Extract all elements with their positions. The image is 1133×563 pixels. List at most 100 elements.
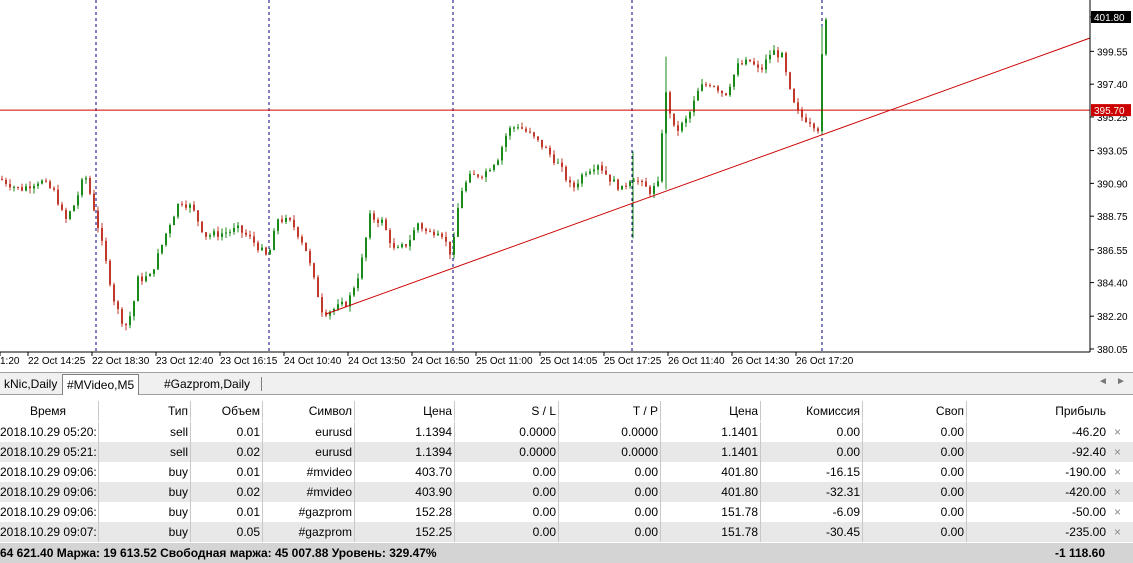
candle-body bbox=[513, 127, 515, 129]
header-price[interactable]: Цена bbox=[423, 404, 452, 418]
candle-body bbox=[621, 185, 623, 190]
column-divider bbox=[760, 502, 761, 522]
cell-profit: -420.00 bbox=[1065, 485, 1106, 499]
header-time[interactable]: Время bbox=[29, 404, 67, 418]
price-axis-label: 382.20 bbox=[1097, 312, 1128, 323]
header-cur-price[interactable]: Цена bbox=[729, 404, 758, 418]
cell-time: 2018.10.29 09:06:10 bbox=[0, 465, 96, 479]
column-divider bbox=[262, 482, 263, 502]
column-divider bbox=[190, 401, 191, 421]
price-axis-label: 395.25 bbox=[1097, 113, 1128, 124]
column-divider bbox=[454, 401, 455, 421]
candle-body bbox=[365, 237, 367, 258]
candle-body bbox=[297, 227, 299, 237]
header-swap[interactable]: Своп bbox=[935, 404, 964, 418]
candle-body bbox=[373, 213, 375, 220]
close-position-icon[interactable]: × bbox=[1114, 505, 1122, 519]
price-axis-label: 380.05 bbox=[1097, 345, 1128, 356]
candle-body bbox=[333, 308, 335, 312]
column-divider bbox=[558, 502, 559, 522]
tab-knic-daily[interactable]: kNic,Daily bbox=[0, 374, 61, 394]
candle-body bbox=[101, 227, 103, 241]
close-position-icon[interactable]: × bbox=[1114, 445, 1122, 459]
column-divider bbox=[862, 401, 863, 421]
header-profit[interactable]: Прибыль bbox=[1055, 404, 1106, 418]
candle-body bbox=[817, 128, 819, 132]
price-chart[interactable]: 399.55 397.40 395.25 393.05 390.90 388.75 386.… bbox=[0, 0, 1133, 372]
candle-body bbox=[397, 247, 399, 249]
cell-volume: 0.01 bbox=[236, 505, 260, 519]
table-row[interactable]: 2018.10.29 05:20:31 sell 0.01 eurusd 1.1394 0… bbox=[0, 422, 1133, 442]
header-sl[interactable]: S / L bbox=[531, 404, 556, 418]
column-divider bbox=[660, 482, 661, 502]
cell-type: sell bbox=[169, 425, 188, 439]
candle-body bbox=[429, 231, 431, 233]
candle-body bbox=[5, 179, 7, 184]
column-divider bbox=[454, 442, 455, 462]
tabs-scroll-left-icon[interactable]: ◄ bbox=[1098, 376, 1108, 387]
header-symbol[interactable]: Символ bbox=[308, 404, 352, 418]
candle-body bbox=[649, 186, 651, 194]
candle-body bbox=[609, 174, 611, 182]
cell-price: 1.1394 bbox=[415, 425, 452, 439]
trend-line[interactable] bbox=[325, 37, 1091, 315]
tabs-scroll-right-icon[interactable]: ► bbox=[1116, 376, 1126, 387]
candle-body bbox=[241, 225, 243, 233]
candle-body bbox=[725, 93, 727, 96]
candle-body bbox=[473, 173, 475, 175]
candle-body bbox=[229, 231, 231, 233]
table-row[interactable]: 2018.10.29 09:06:43 buy 0.02 #mvideo 403.90 0… bbox=[0, 482, 1133, 502]
column-divider bbox=[98, 462, 99, 482]
cell-cur-price: 401.80 bbox=[721, 465, 758, 479]
table-row[interactable]: 2018.10.29 09:06:10 buy 0.01 #mvideo 403.70 0… bbox=[0, 462, 1133, 482]
candle-body bbox=[81, 179, 83, 196]
column-divider bbox=[454, 462, 455, 482]
header-commission[interactable]: Комиссия bbox=[806, 404, 860, 418]
candle-body bbox=[645, 181, 647, 187]
tab-gazprom-daily[interactable]: #Gazprom,Daily bbox=[160, 374, 254, 394]
header-type[interactable]: Тип bbox=[167, 404, 188, 418]
price-axis-label: 397.40 bbox=[1097, 80, 1128, 91]
close-position-icon[interactable]: × bbox=[1114, 465, 1122, 479]
chart-canvas[interactable]: 399.55 397.40 395.25 393.05 390.90 388.75 386.… bbox=[0, 0, 1133, 372]
candle-body bbox=[769, 54, 771, 60]
candle-body bbox=[813, 123, 815, 129]
candle-body bbox=[121, 309, 123, 324]
close-position-icon[interactable]: × bbox=[1114, 425, 1122, 439]
cell-type: buy bbox=[168, 505, 188, 519]
header-tp[interactable]: T / P bbox=[632, 404, 658, 418]
cell-swap: 0.00 bbox=[940, 425, 964, 439]
candle-body bbox=[17, 186, 19, 188]
cell-symbol: #mvideo bbox=[306, 485, 352, 499]
cell-tp: 0.0000 bbox=[621, 445, 658, 459]
candle-body bbox=[657, 181, 659, 186]
candle-body bbox=[445, 236, 447, 242]
candle-body bbox=[221, 233, 223, 237]
candle-body bbox=[541, 139, 543, 148]
candle-body bbox=[641, 180, 643, 182]
candle-body bbox=[61, 204, 63, 210]
close-position-icon[interactable]: × bbox=[1114, 525, 1122, 539]
column-divider bbox=[558, 482, 559, 502]
candle-body bbox=[501, 147, 503, 161]
close-position-icon[interactable]: × bbox=[1114, 485, 1122, 499]
table-row[interactable]: 2018.10.29 05:21:38 sell 0.02 eurusd 1.1394 0… bbox=[0, 442, 1133, 462]
column-divider bbox=[98, 442, 99, 462]
candle-body bbox=[277, 219, 279, 231]
table-row[interactable]: 2018.10.29 09:07:39 buy 0.05 #gazprom 152.25… bbox=[0, 522, 1133, 542]
candle-body bbox=[673, 113, 675, 126]
cell-commission: -6.09 bbox=[832, 505, 860, 519]
cell-sl: 0.0000 bbox=[519, 425, 556, 439]
candle-body bbox=[145, 276, 147, 282]
chart-tabs-bar: kNic,Daily #MVideo,M5 #Gazprom,Daily ◄ ► bbox=[0, 372, 1133, 395]
column-divider bbox=[190, 502, 191, 522]
table-header-row[interactable]: Время Тип Объем Символ Цена S / L T / P Цена Ком… bbox=[0, 401, 1133, 421]
header-volume[interactable]: Объем bbox=[221, 404, 260, 418]
level-price-label: 395.70 bbox=[1094, 106, 1125, 117]
tab-mvideo-m5[interactable]: #MVideo,M5 bbox=[62, 374, 140, 395]
candle-body bbox=[477, 174, 479, 177]
candle-body bbox=[509, 127, 511, 136]
candle-body bbox=[489, 169, 491, 172]
table-row[interactable]: 2018.10.29 09:06:50 buy 0.01 #gazprom 152.28… bbox=[0, 502, 1133, 522]
candle-body bbox=[313, 263, 315, 278]
